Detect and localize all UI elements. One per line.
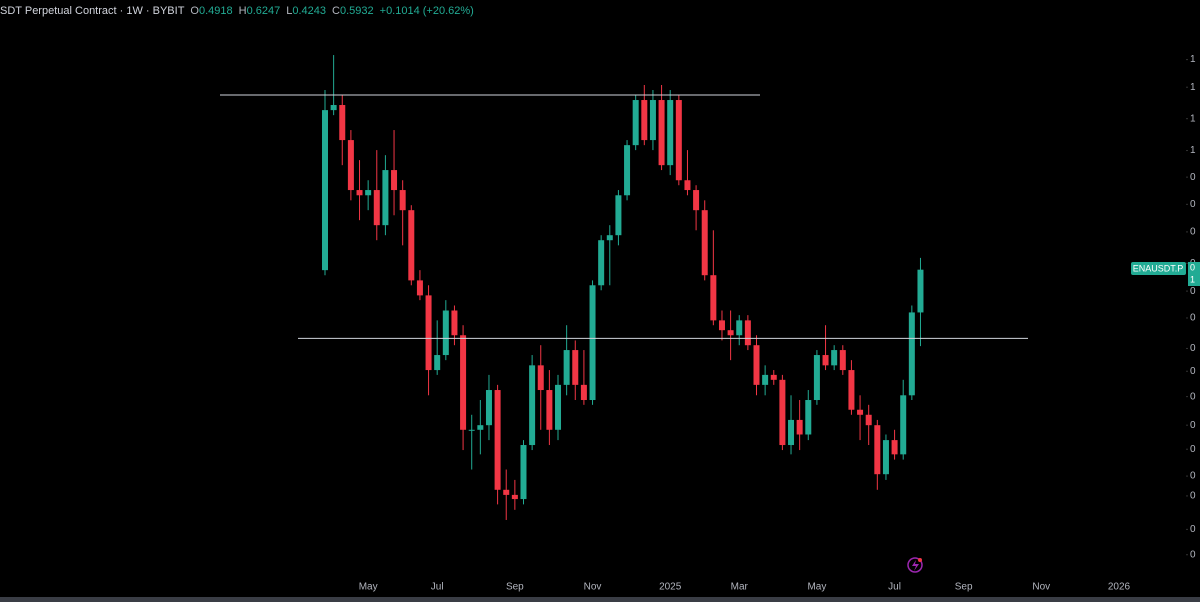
y-tick-label: 0	[1190, 343, 1196, 354]
symbol-badge-text: ENAUSDT.P	[1133, 263, 1184, 273]
y-tick-label: 1	[1190, 82, 1196, 93]
x-tick-label: Jul	[431, 582, 444, 593]
ohlc-key: C	[332, 5, 340, 17]
symbol-badge	[1131, 262, 1186, 275]
ohlc-value: 0.6247	[246, 5, 281, 17]
y-tick-label: 0	[1190, 524, 1196, 535]
y-tick-label: 1	[1190, 113, 1196, 124]
x-tick-label: Mar	[731, 582, 749, 593]
countdown-stub: 1	[1190, 274, 1195, 284]
header: SDT Perpetual Contract · 1W · BYBIT O 0.4…	[0, 5, 474, 17]
y-tick-label: 0	[1190, 366, 1196, 377]
ohlc-value: 0.4243	[292, 5, 327, 17]
y-tick-label: 0	[1190, 491, 1196, 502]
x-tick-label: Nov	[1032, 582, 1050, 593]
change: +0.1014 (+20.62%)	[379, 5, 474, 17]
lightning	[912, 560, 919, 571]
y-tick-label: 0	[1190, 172, 1196, 183]
y-tick-label: 0	[1190, 549, 1196, 560]
y-tick-label: 0	[1190, 471, 1196, 482]
x-tick-label: May	[359, 582, 378, 593]
y-tick-label: 0	[1190, 444, 1196, 455]
alert-icon[interactable]	[907, 557, 923, 573]
x-tick-label: May	[807, 582, 826, 593]
price-stub: 0	[1190, 262, 1195, 272]
ohlc-key: H	[238, 5, 247, 17]
y-tick-label: 0	[1190, 286, 1196, 297]
ohlc-key: L	[286, 5, 293, 17]
x-tick-label: Jul	[888, 582, 901, 593]
symbol-title: SDT Perpetual Contract · 1W · BYBIT	[0, 5, 185, 17]
x-tick-label: Nov	[584, 582, 602, 593]
y-tick-label: 0	[1190, 313, 1196, 324]
x-tick-label: 2025	[659, 582, 682, 593]
x-tick-label: Sep	[506, 582, 524, 593]
y-tick-label: 0	[1190, 420, 1196, 431]
alert-dot	[918, 558, 922, 562]
y-tick-label: 1	[1190, 54, 1196, 65]
y-tick-label: 0	[1190, 391, 1196, 402]
ohlc-value: 0.5932	[339, 5, 374, 17]
price-box	[1188, 262, 1200, 286]
x-tick-label: Sep	[955, 582, 973, 593]
bottom-bar	[0, 597, 1200, 602]
ohlc-value: 0.4918	[198, 5, 233, 17]
x-tick-label: 2026	[1108, 582, 1131, 593]
ohlc-key: O	[190, 5, 199, 17]
y-tick-label: 1	[1190, 145, 1196, 156]
y-tick-label: 0	[1190, 199, 1196, 210]
y-tick-label: 0	[1190, 227, 1196, 238]
